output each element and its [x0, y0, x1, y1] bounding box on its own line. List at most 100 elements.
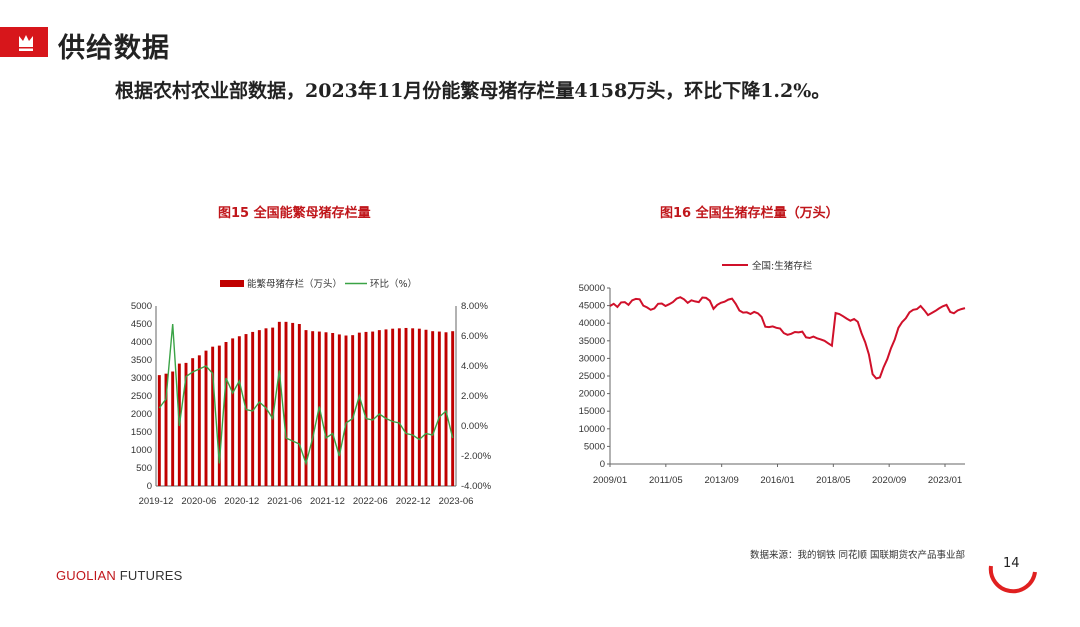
- bar: [251, 331, 255, 486]
- bar: [237, 336, 241, 486]
- slide-summary: 根据农村农业部数据，2023年11月份能繁母猪存栏量4158万头，环比下降1.2…: [115, 80, 831, 102]
- bar: [331, 333, 335, 486]
- bar: [204, 350, 208, 486]
- x-tick-label: 2023/01: [928, 475, 962, 486]
- section-marker: [0, 27, 48, 57]
- bar: [231, 338, 235, 486]
- x-tick-label: 2022-12: [396, 496, 431, 507]
- chart-title-fig16: 图16 全国生猪存栏量（万头）: [660, 206, 839, 221]
- bar: [304, 330, 308, 486]
- bar: [291, 322, 295, 486]
- legend-label: 全国:生猪存栏: [752, 260, 813, 272]
- y-tick-label: 4000: [131, 337, 152, 348]
- y-tick-label: 3500: [131, 355, 152, 366]
- bar: [384, 329, 388, 486]
- y-tick-label: 0: [600, 459, 605, 470]
- bar: [437, 331, 441, 486]
- y-tick-label: 20000: [579, 389, 605, 400]
- bar: [371, 331, 375, 486]
- bar: [344, 335, 348, 486]
- bar: [397, 328, 401, 486]
- bar: [411, 328, 415, 486]
- y-tick-label: 30000: [579, 353, 605, 364]
- y-tick-label: 35000: [579, 336, 605, 347]
- x-tick-label: 2023-06: [439, 496, 474, 507]
- bar: [157, 375, 161, 486]
- y-tick-label: 5000: [131, 301, 152, 312]
- hog-inventory-chart: 全国:生猪存栏 0 5000 10000 15000 20000 25000 30000 350…: [579, 260, 966, 486]
- bar: [211, 346, 215, 486]
- x-tick-label: 2011/05: [649, 475, 683, 486]
- bar: [391, 328, 395, 486]
- bar: [217, 345, 221, 486]
- y-tick-label: 4500: [131, 319, 152, 330]
- brand-main: GUOLIAN: [56, 568, 116, 583]
- x-tick-label: 2013/09: [704, 475, 738, 486]
- bar: [257, 330, 261, 486]
- bar: [431, 331, 435, 486]
- bar: [171, 371, 175, 486]
- legend-swatch-bar: [220, 280, 244, 287]
- bar: [311, 331, 315, 486]
- series-line-hog: [609, 296, 966, 380]
- bar: [417, 328, 421, 486]
- bar: [404, 327, 408, 486]
- x-tick-label: 2021-12: [310, 496, 345, 507]
- bar: [271, 327, 275, 486]
- y2-tick-label: -4.00%: [461, 481, 492, 492]
- x-tick-label: 2020-12: [224, 496, 259, 507]
- x-tick-label: 2019-12: [139, 496, 174, 507]
- x-tick-label: 2009/01: [593, 475, 627, 486]
- bar: [191, 358, 195, 486]
- page-number: 14: [1003, 556, 1020, 571]
- chart-title-fig15: 图15 全国能繁母猪存栏量: [218, 206, 371, 221]
- bar: [284, 321, 288, 486]
- y2-tick-label: -2.00%: [461, 451, 492, 462]
- bar: [277, 321, 281, 486]
- x-tick-label: 2021-06: [267, 496, 302, 507]
- bar: [424, 329, 428, 486]
- x-tick-label: 2016/01: [760, 475, 794, 486]
- data-source-note: 数据来源：我的钢铁 同花顺 国联期货农产品事业部: [750, 550, 966, 561]
- y-tick-label: 1000: [131, 445, 152, 456]
- bar: [337, 334, 341, 486]
- y-tick-label: 10000: [579, 424, 605, 435]
- y-tick-label: 5000: [584, 441, 605, 452]
- y-tick-label: 25000: [579, 371, 605, 382]
- y2-tick-label: 8.00%: [461, 301, 488, 312]
- series-line-mom: [158, 323, 454, 466]
- x-tick-label: 2020/09: [872, 475, 906, 486]
- bar: [364, 331, 368, 486]
- y-tick-label: 3000: [131, 373, 152, 384]
- y-tick-label: 1500: [131, 427, 152, 438]
- x-tick-label: 2018/05: [816, 475, 850, 486]
- brand-logo: GUOLIAN FUTURES: [56, 568, 183, 583]
- y-tick-label: 45000: [579, 301, 605, 312]
- bar: [184, 362, 188, 486]
- bar: [324, 332, 328, 486]
- y-tick-label: 2500: [131, 391, 152, 402]
- y-tick-label: 2000: [131, 409, 152, 420]
- page-title: 供给数据: [58, 33, 170, 64]
- bar: [357, 332, 361, 486]
- bar: [351, 335, 355, 486]
- brand-sub: FUTURES: [115, 568, 183, 583]
- y2-tick-label: 0.00%: [461, 421, 488, 432]
- x-tick-label: 2022-06: [353, 496, 388, 507]
- crown-icon: [19, 35, 33, 51]
- x-tick-label: 2020-06: [181, 496, 216, 507]
- y-tick-label: 40000: [579, 318, 605, 329]
- y-tick-label: 50000: [579, 283, 605, 294]
- y2-tick-label: 4.00%: [461, 361, 488, 372]
- bar: [451, 331, 455, 486]
- y-tick-label: 0: [147, 481, 152, 492]
- page-number-arc-icon: [988, 565, 1037, 594]
- bar: [444, 332, 448, 486]
- bar: [297, 324, 301, 486]
- y-tick-label: 15000: [579, 406, 605, 417]
- sow-inventory-chart: 能繁母猪存栏（万头） 环比（%） 0 500 1000 1500 2000 2500 3000 3…: [131, 278, 492, 507]
- y2-tick-label: 2.00%: [461, 391, 488, 402]
- bar: [197, 355, 201, 486]
- y-tick-label: 500: [136, 463, 152, 474]
- legend-label: 环比（%）: [370, 278, 417, 290]
